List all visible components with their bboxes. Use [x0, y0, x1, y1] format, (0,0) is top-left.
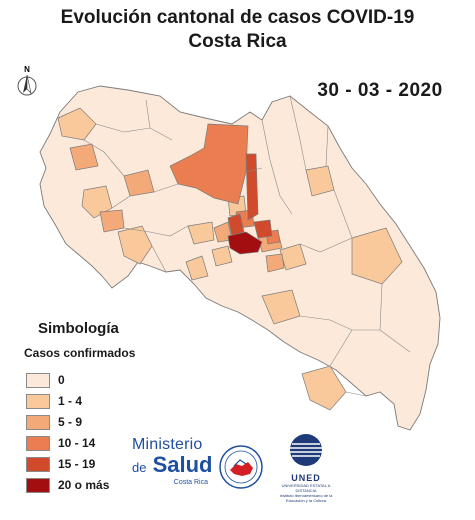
- canton-15-19-sarapiqui: [245, 153, 259, 221]
- canton-5-9-nicoya: [99, 209, 125, 233]
- ministerio-de: de: [132, 460, 147, 475]
- canton-boundaries: [83, 95, 411, 397]
- canton-1-4-northwest: [57, 107, 97, 141]
- legend-item-5-9: 5 - 9: [26, 414, 82, 430]
- legend-label-15-19: 15 - 19: [58, 457, 96, 471]
- uned-subtitle-1: UNIVERSIDAD ESTATAL A DISTANCIA: [281, 483, 331, 493]
- legend-swatch-5-9: [26, 414, 50, 430]
- canton-1-4-south: [301, 365, 347, 411]
- legend-item-0: 0: [26, 372, 65, 388]
- title-line-1: Evolución cantonal de casos COVID-19: [60, 7, 415, 28]
- costa-rica-seal-icon: [218, 444, 264, 495]
- legend-item-1-4: 1 - 4: [26, 393, 82, 409]
- legend-swatch-1-4: [26, 393, 50, 409]
- canton-15-19-central-c: [253, 219, 273, 239]
- canton-1-4-limon-central: [351, 227, 403, 285]
- legend-swatch-0: [26, 372, 50, 388]
- ministerio-line1: Ministerio: [132, 436, 203, 453]
- canton-15-19-central-d: [227, 213, 245, 237]
- ministerio-line2: de Salud: [132, 454, 222, 479]
- canton-1-4-puntarenas-coast: [185, 255, 209, 281]
- legend-label-1-4: 1 - 4: [58, 394, 83, 408]
- uned-mark: UNED: [291, 473, 321, 483]
- north-arrow-icon: N: [14, 64, 40, 105]
- uned-emblem-icon: [290, 434, 322, 466]
- legend-swatch-15-19: [26, 456, 50, 472]
- legend-label-5-9: 5 - 9: [58, 415, 83, 429]
- canton-1-4-nicoya-south: [117, 225, 153, 265]
- cantons-class-20-plus: [227, 231, 263, 255]
- title-line-2: Costa Rica: [188, 31, 287, 52]
- map-title: Evolución cantonal de casos COVID-19 Cos…: [0, 6, 475, 54]
- cantons-class-5-9: [69, 143, 285, 273]
- legend-swatch-20-plus: [26, 477, 50, 493]
- canton-1-4-alajuela-west: [187, 221, 215, 245]
- north-label: N: [24, 65, 30, 74]
- canton-1-4-cartago-east: [279, 243, 307, 271]
- cantons-class-1-4: [57, 107, 403, 411]
- legend-label-0: 0: [58, 373, 65, 387]
- ministerio-line3: Costa Rica: [173, 479, 208, 486]
- canton-5-9-cartago: [265, 253, 285, 273]
- legend-label-20-plus: 20 o más: [58, 478, 110, 492]
- canton-5-9-carrillo: [69, 143, 99, 171]
- ministerio-salud: Salud: [152, 452, 213, 477]
- canton-20-plus-san-jose: [227, 231, 263, 255]
- uned-subtitle-2: Instituto Iberoamericano de la Educación…: [279, 493, 333, 503]
- legend-item-10-14: 10 - 14: [26, 435, 95, 451]
- legend-label-10-14: 10 - 14: [58, 436, 96, 450]
- legend-item-15-19: 15 - 19: [26, 456, 95, 472]
- canton-1-4-central-west: [211, 245, 233, 267]
- legend-item-20-plus: 20 o más: [26, 477, 109, 493]
- legend-title: Simbología: [38, 320, 119, 337]
- cantons-class-15-19: [227, 153, 273, 239]
- map-date: 30 - 03 - 2020: [317, 80, 443, 101]
- uned-logo: UNED UNIVERSIDAD ESTATAL A DISTANCIA Ins…: [276, 432, 336, 503]
- legend-swatch-10-14: [26, 435, 50, 451]
- ministerio-salud-logo: Ministerio de Salud Costa Rica: [132, 436, 222, 486]
- legend-subtitle: Casos confirmados: [24, 346, 136, 360]
